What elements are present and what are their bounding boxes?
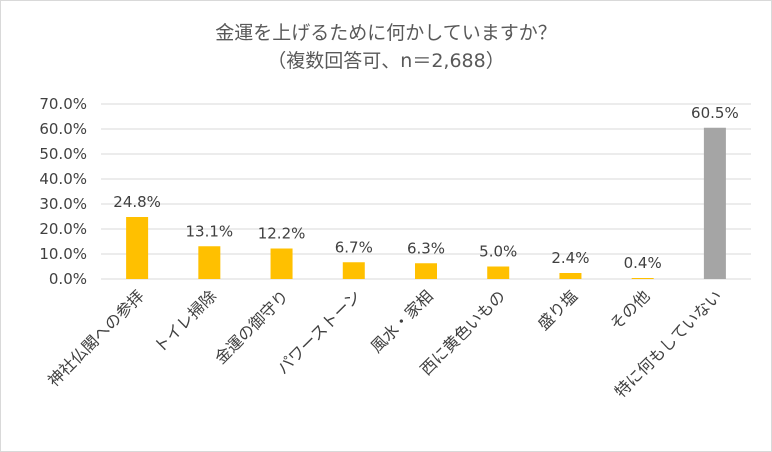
data-label: 24.8% [113,193,161,211]
category-label: 神社仏閣への参拝 [44,286,148,390]
y-tick-label: 0.0% [49,270,87,288]
y-tick-label: 30.0% [39,195,87,213]
data-label: 6.3% [407,239,445,257]
bar [487,266,510,279]
bar [559,273,582,279]
bar [198,246,221,279]
chart-subtitle: （複数回答可、n＝2,688） [267,50,504,72]
category-label: 風水・家相 [367,286,437,356]
bar [342,262,365,279]
category-label: トイレ掃除 [150,286,220,356]
bar [703,127,726,279]
data-label: 6.7% [335,238,373,256]
y-tick-label: 10.0% [39,245,87,263]
y-tick-label: 20.0% [39,220,87,238]
chart-title: 金運を上げるために何かしていますか？ [215,22,556,44]
data-label: 2.4% [551,249,589,267]
y-tick-label: 60.0% [39,120,87,138]
data-label: 12.2% [258,225,306,243]
y-tick-label: 40.0% [39,170,87,188]
data-label: 13.1% [186,222,234,240]
bar [631,278,654,279]
bar [126,217,149,279]
category-label: 金運の御守り [211,286,292,367]
data-label: 5.0% [479,243,517,261]
data-label: 60.5% [691,104,739,122]
y-tick-label: 70.0% [39,95,87,113]
bar [270,248,293,279]
category-label: その他 [606,286,653,333]
bar [415,263,437,279]
category-label: 盛り塩 [534,286,581,333]
data-label: 0.4% [624,254,662,272]
y-tick-label: 50.0% [39,145,87,163]
